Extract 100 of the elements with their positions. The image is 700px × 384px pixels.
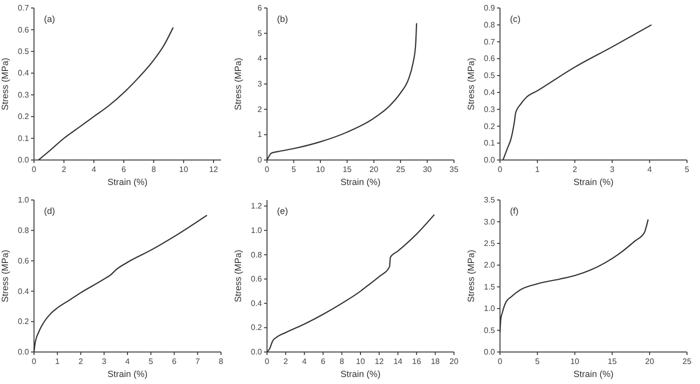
x-tick-label: 3 [610,165,615,174]
annotation: (d) [44,206,55,216]
x-tick-label: 4 [125,357,130,366]
x-tick-label: 10 [356,357,366,366]
x-tick-label: 4 [647,165,652,174]
y-tick-label: 0.4 [18,286,30,296]
y-tick-label: 0.0 [484,348,496,357]
y-tick-label: 1.0 [250,226,263,235]
x-tick-label: 5 [148,357,154,366]
x-tick-label: 30 [422,165,432,174]
x-tick-label: 20 [450,357,459,366]
x-tick-label: 4 [92,165,97,174]
y-axis-title: Stress (MPa) [466,58,476,110]
x-tick-label: 16 [412,357,422,366]
x-tick-label: 6 [122,165,127,174]
y-tick-label: 6 [258,4,263,13]
x-axis-title: Strain (%) [340,177,381,187]
y-tick-label: 1.5 [484,282,496,292]
x-tick-label: 0 [32,165,37,174]
y-tick-label: 0.5 [18,46,30,56]
x-tick-label: 5 [684,165,690,174]
y-tick-label: 0.1 [18,134,30,143]
y-tick-label: 0.0 [18,348,30,357]
annotation: (c) [510,14,520,24]
x-tick-label: 8 [340,357,345,366]
x-tick-label: 0 [32,357,37,366]
x-tick-label: 8 [218,357,224,366]
x-tick-label: 25 [396,165,406,174]
line-series [499,218,649,334]
y-tick-label: 0.1 [484,138,496,148]
x-axis-title: Strain (%) [340,369,381,379]
line-series [502,24,652,161]
line-series [266,22,418,161]
y-tick-label: 0.6 [18,256,30,266]
x-tick-label: 10 [570,357,580,366]
y-tick-label: 0.0 [484,156,496,165]
y-tick-label: 3 [258,80,263,89]
x-tick-label: 2 [572,165,578,174]
y-tick-label: 0.8 [484,20,496,30]
x-tick-label: 12 [374,357,384,366]
y-tick-label: 0.4 [250,298,263,308]
y-axis-title: Stress (MPa) [233,58,243,110]
y-tick-label: 0.6 [18,25,30,34]
annotation: (b) [277,14,288,24]
y-tick-label: 0.2 [484,122,496,131]
annotation: (e) [277,206,288,216]
x-tick-label: 15 [342,165,352,174]
x-tick-label: 10 [179,165,189,174]
y-tick-label: 0.0 [18,156,30,165]
x-tick-label: 10 [316,165,326,174]
y-tick-label: 3.0 [484,217,496,226]
y-tick-label: 2 [258,104,263,114]
x-tick-label: 2 [283,357,288,366]
x-tick-label: 1 [535,165,540,174]
x-tick-label: 14 [393,357,403,366]
x-tick-label: 7 [195,357,200,366]
y-tick-label: 0.8 [18,226,30,235]
x-axis-title: Strain (%) [107,369,148,379]
y-tick-label: 2.5 [484,238,496,248]
y-tick-label: 0.9 [484,4,496,13]
x-axis-title: Strain (%) [573,177,614,187]
x-tick-label: 5 [535,357,540,366]
y-tick-label: 0.2 [18,317,30,326]
x-tick-label: 18 [430,357,440,366]
x-tick-label: 15 [608,357,618,366]
y-tick-label: 0.6 [250,274,263,284]
annotation: (a) [44,14,55,24]
y-tick-label: 0.7 [484,37,496,46]
y-tick-label: 0.2 [250,323,263,332]
y-tick-label: 0.5 [484,71,496,80]
line-series [38,26,174,161]
x-tick-label: 6 [172,357,178,366]
x-tick-label: 0 [498,165,503,174]
y-tick-label: 0.2 [18,112,30,122]
x-tick-label: 0 [498,357,503,366]
y-tick-label: 0.6 [484,54,496,64]
x-tick-label: 8 [151,165,156,174]
line-series [33,214,208,353]
x-tick-label: 0 [264,357,270,366]
x-tick-label: 3 [102,357,107,366]
x-tick-label: 4 [302,357,308,366]
x-tick-label: 2 [78,357,84,366]
x-tick-label: 2 [62,165,67,174]
x-tick-label: 35 [450,165,459,174]
y-tick-label: 1.0 [18,196,30,205]
x-tick-label: 5 [291,165,296,174]
x-tick-label: 25 [682,357,692,366]
y-tick-label: 0.3 [18,90,30,100]
y-tick-label: 1.2 [250,202,263,211]
y-tick-label: 1.0 [484,304,496,314]
x-tick-label: 6 [320,357,326,366]
y-tick-label: 2.0 [484,260,496,270]
x-tick-label: 12 [209,165,219,174]
y-tick-label: 4 [258,54,263,64]
y-tick-label: 0.7 [18,4,30,13]
y-tick-label: 1 [258,130,263,140]
x-axis-title: Strain (%) [573,369,614,379]
y-tick-label: 5 [258,28,263,38]
annotation: (f) [510,206,518,216]
y-tick-label: 0.4 [18,68,30,78]
